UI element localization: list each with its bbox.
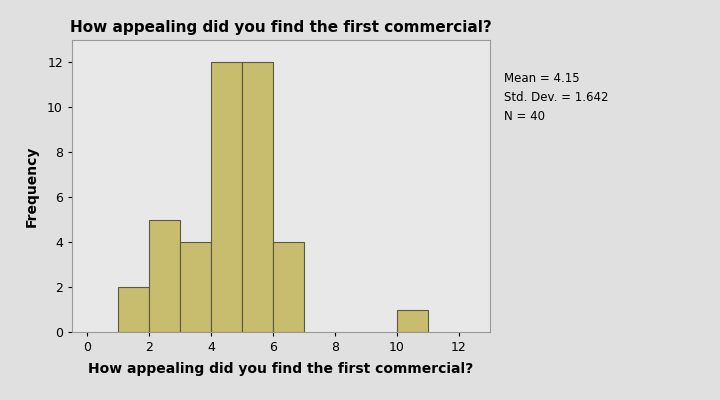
Title: How appealing did you find the first commercial?: How appealing did you find the first com… [70, 20, 492, 35]
Bar [211, 62, 242, 332]
Y-axis label: Frequency: Frequency [24, 145, 39, 227]
Bar [180, 242, 211, 332]
Bar [118, 287, 149, 332]
Text: Mean = 4.15
Std. Dev. = 1.642
N = 40: Mean = 4.15 Std. Dev. = 1.642 N = 40 [504, 72, 608, 123]
Bar [149, 220, 180, 332]
Bar [397, 310, 428, 332]
Bar [242, 62, 273, 332]
X-axis label: How appealing did you find the first commercial?: How appealing did you find the first com… [88, 362, 474, 376]
Bar [273, 242, 304, 332]
